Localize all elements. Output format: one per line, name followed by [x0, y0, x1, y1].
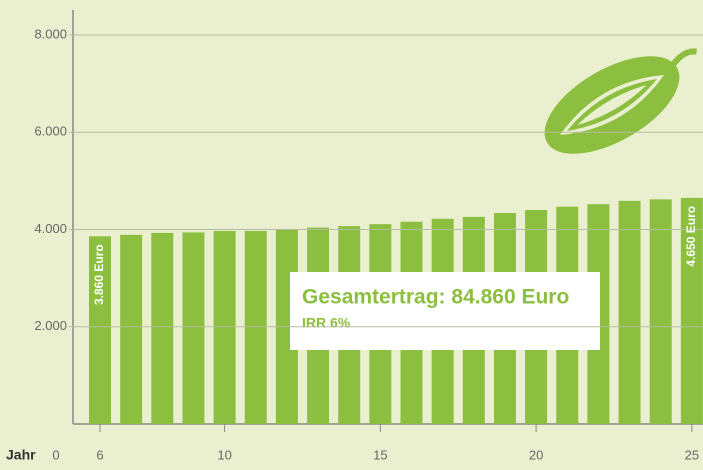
- annotation-title: Gesamtertrag: 84.860 Euro: [302, 286, 569, 309]
- y-tick-label: 0: [52, 447, 59, 462]
- bar: [89, 236, 111, 424]
- bar: [182, 232, 205, 424]
- bar: [618, 200, 641, 424]
- value-label: 4.650 Euro: [684, 206, 698, 267]
- x-tick-label: 20: [529, 447, 543, 462]
- y-tick-label: 4.000: [34, 221, 67, 236]
- x-tick-label: 6: [96, 447, 103, 462]
- y-tick-label: 2.000: [34, 318, 67, 333]
- bar: [680, 197, 703, 424]
- y-tick-label: 8.000: [34, 26, 67, 41]
- value-label: 3.860 Euro: [92, 244, 106, 305]
- x-tick-label: 15: [373, 447, 387, 462]
- y-tick-label: 6.000: [34, 124, 67, 139]
- bar: [151, 232, 174, 424]
- bar: [244, 230, 267, 424]
- bar: [649, 199, 672, 424]
- annotation-subtitle: IRR 6%: [302, 315, 351, 331]
- annotation-box: [290, 272, 600, 350]
- bar: [213, 230, 236, 424]
- cacao-icon: [544, 48, 698, 154]
- bar: [120, 234, 143, 424]
- x-axis-label: Jahr: [6, 447, 36, 463]
- x-tick-label: 25: [685, 447, 699, 462]
- x-tick-label: 10: [217, 447, 231, 462]
